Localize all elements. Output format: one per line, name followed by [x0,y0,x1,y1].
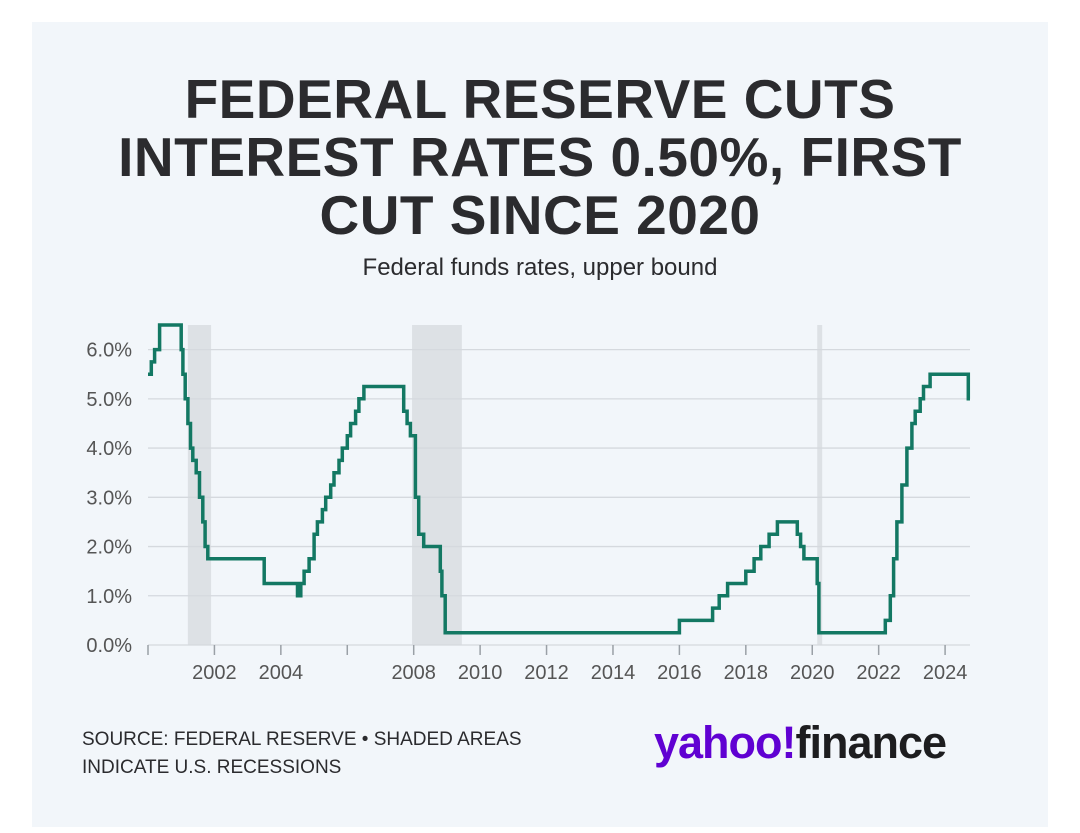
rate-series-line [148,323,971,635]
logo-product: finance [795,717,948,768]
x-tick-label: 2004 [259,662,304,684]
title-line: INTEREST RATES 0.50%, FIRST [118,126,962,188]
source-note: SOURCE: FEDERAL RESERVE • SHADED AREAS I… [82,726,602,782]
chart-title: FEDERAL RESERVE CUTS INTEREST RATES 0.50… [32,70,1048,244]
y-tick-label: 2.0% [86,537,132,559]
recession-band [412,325,462,645]
source-line: SOURCE: FEDERAL RESERVE • SHADED AREAS [82,729,522,750]
x-tick-label: 2020 [790,662,835,684]
logo-brand: yahoo! [654,717,797,768]
y-tick-label: 6.0% [86,340,132,362]
x-tick-label: 2016 [657,662,702,684]
title-line: FEDERAL RESERVE CUTS [184,68,896,130]
x-tick-label: 2024 [923,662,968,684]
yahoo-finance-logo: yahoo!finance [654,717,948,769]
x-tick-label: 2008 [391,662,436,684]
y-tick-label: 0.0% [86,635,132,657]
title-line: CUT SINCE 2020 [319,184,761,246]
x-tick-label: 2018 [724,662,769,684]
y-tick-label: 5.0% [86,389,132,411]
rate-chart: 0.0% 1.0% 2.0% 3.0% 4.0% 5.0% 6.0% 2002 2004 2008… [86,323,971,684]
x-tick-label: 2022 [856,662,901,684]
x-tick-label: 2012 [524,662,569,684]
y-tick-label: 1.0% [86,586,132,608]
x-tick-label: 2014 [591,662,636,684]
source-line: INDICATE U.S. RECESSIONS [82,757,342,778]
y-tick-label: 3.0% [86,487,132,509]
y-tick-label: 4.0% [86,438,132,460]
recession-band [817,325,823,645]
x-tick-label: 2010 [458,662,503,684]
x-tick-label: 2002 [192,662,237,684]
chart-subtitle: Federal funds rates, upper bound [362,254,718,281]
chart-card: FEDERAL RESERVE CUTS INTEREST RATES 0.50… [32,22,1048,827]
